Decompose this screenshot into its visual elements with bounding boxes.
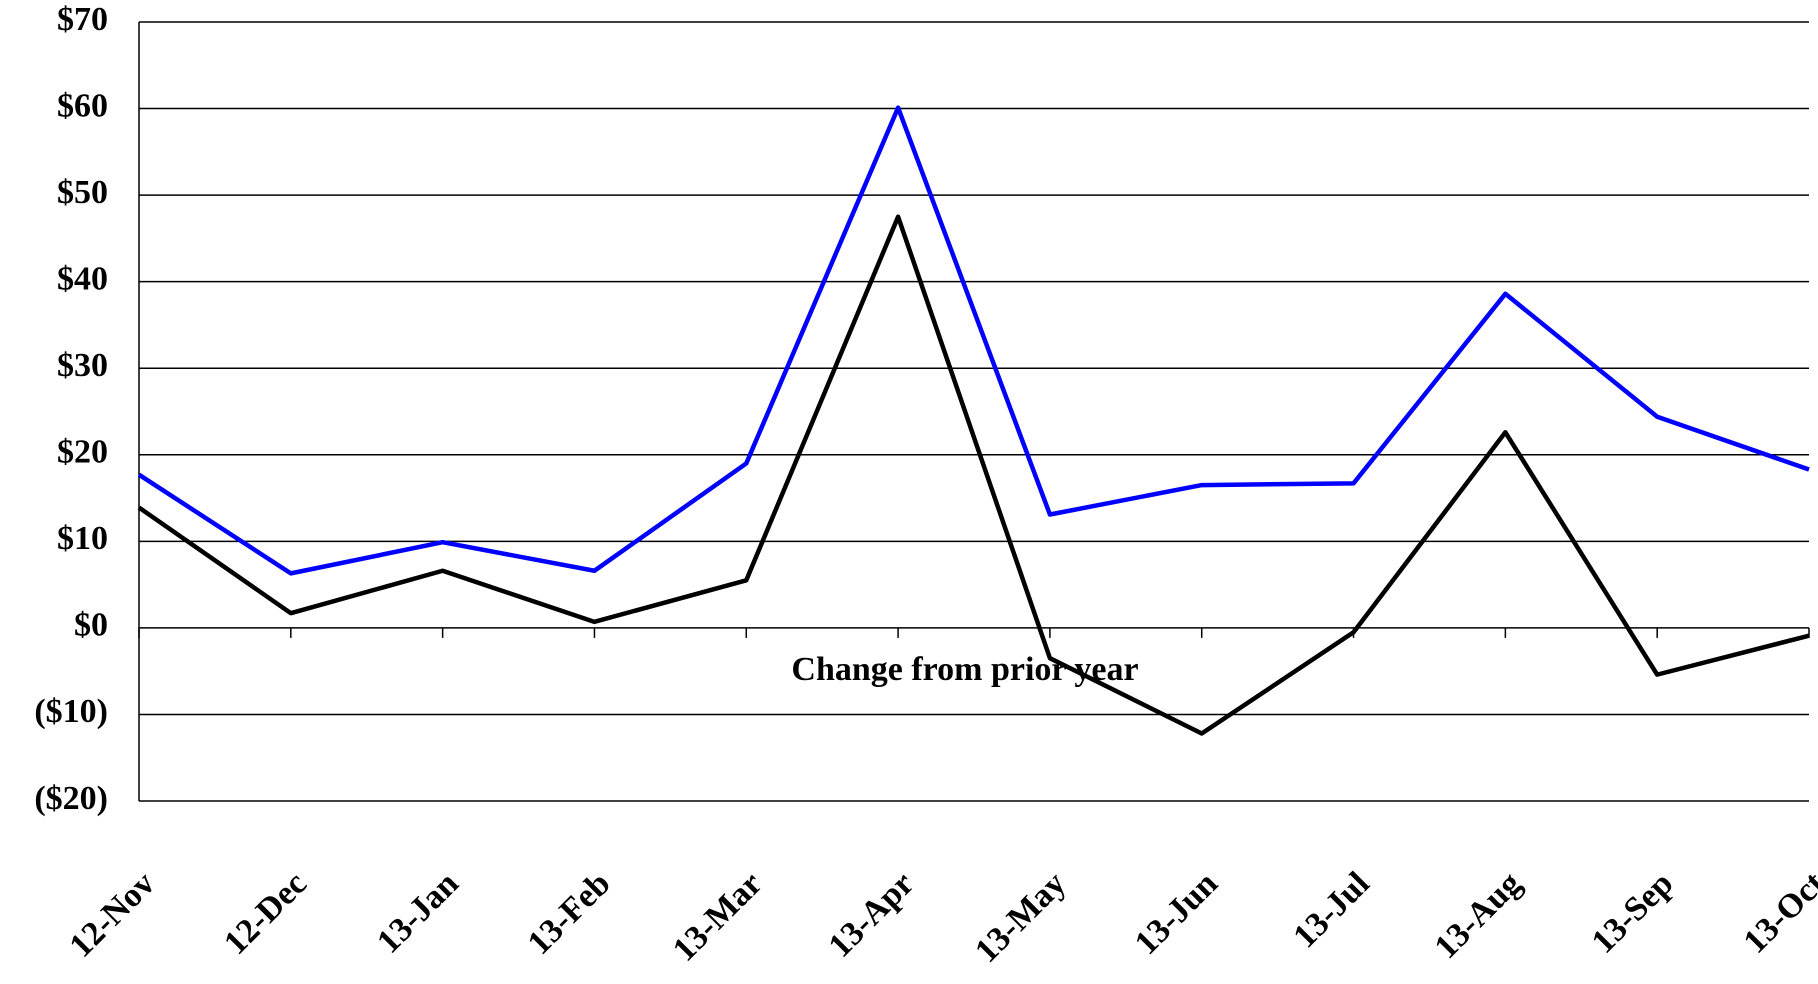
x-tick-label: 13-Aug (1428, 865, 1529, 966)
series-line (137, 105, 1810, 576)
x-tick-label: 13-May (968, 865, 1073, 970)
y-tick-label: $10 (57, 520, 108, 557)
x-tick-label: 12-Nov (63, 865, 163, 965)
y-tick-label: $20 (57, 434, 108, 471)
y-tick-label: $50 (57, 174, 108, 211)
x-tick-label: 13-Mar (666, 865, 770, 969)
y-tick-label: $60 (57, 87, 108, 124)
x-tick-label: 13-Jan (370, 865, 466, 961)
x-tick-label: 12-Dec (217, 865, 314, 962)
x-tick-label: 13-Feb (521, 865, 618, 962)
x-tick-label: 13-Jun (1128, 865, 1225, 962)
annotation: Change from prior year (791, 651, 1138, 688)
y-tick-label: $40 (57, 260, 108, 297)
x-tick-label: 13-Oct (1737, 865, 1818, 961)
y-tick-label: $0 (74, 607, 108, 644)
y-tick-label: ($10) (34, 693, 108, 730)
x-tick-label: 13-Jul (1286, 865, 1376, 955)
y-tick-label: $70 (57, 1, 108, 38)
x-tick-label: 13-Apr (822, 865, 922, 965)
series-line (137, 214, 1810, 736)
y-tick-label: $30 (57, 347, 108, 384)
x-tick-label: 13-Sep (1585, 865, 1681, 961)
y-tick-label: ($20) (34, 780, 108, 817)
